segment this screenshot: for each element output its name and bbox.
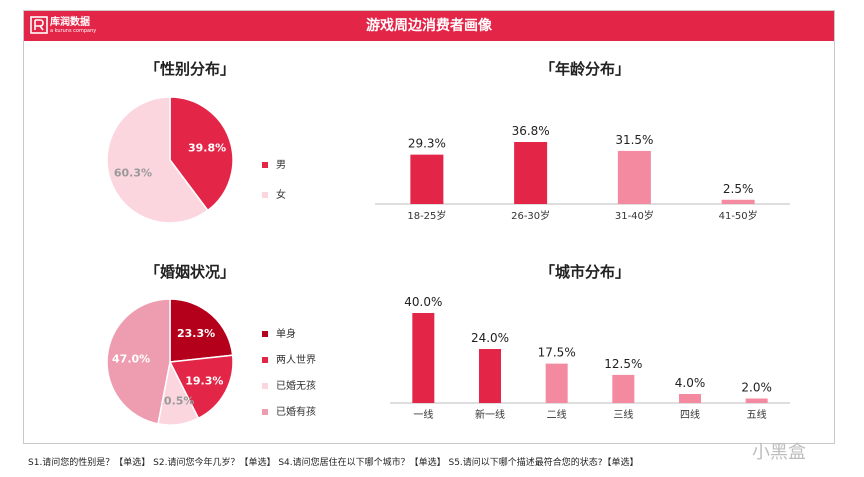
age-value-label-3: 2.5%: [723, 182, 754, 196]
gender-pie-chart: 39.8% 60.3%: [106, 96, 234, 224]
city-bar-2: [545, 363, 568, 403]
age-bar-0: [410, 154, 444, 204]
logo-name: 库润数据: [50, 17, 90, 28]
marital-legend-label-3: 已婚有孩: [276, 407, 316, 418]
city-bar-0: [412, 313, 435, 403]
age-value-label-1: 36.8%: [512, 124, 550, 138]
age-chart-title: 「年龄分布」: [539, 60, 630, 78]
marital-legend-label-0: 单身: [276, 329, 296, 340]
logo-mark-icon: [30, 16, 48, 34]
age-category-label-1: 26-30岁: [511, 209, 550, 222]
city-chart-title: 「城市分布」: [539, 263, 630, 281]
marital-slice-label-0: 23.3%: [177, 327, 215, 340]
gender-legend-swatch-1: [262, 192, 268, 198]
marital-legend-item-1: 两人世界: [262, 351, 316, 366]
city-category-label-5: 五线: [747, 408, 767, 421]
city-value-label-4: 4.0%: [675, 376, 706, 390]
city-bar-3: [612, 374, 635, 403]
city-value-label-0: 40.0%: [404, 295, 442, 309]
city-category-label-2: 二线: [547, 408, 567, 421]
marital-slice-label-2: 10.5%: [156, 395, 194, 408]
marital-slice-1: [168, 354, 234, 420]
marital-pie-chart: 23.3% 19.3% 10.5% 47.0%: [106, 298, 234, 426]
marital-legend-item-2: 已婚无孩: [262, 377, 316, 392]
title-bar: 库润数据 a kuruns company 游戏周边消费者画像: [24, 11, 834, 41]
logo-subtitle: a kuruns company: [50, 28, 97, 34]
marital-legend-swatch-2: [262, 383, 268, 389]
age-category-label-2: 31-40岁: [615, 209, 654, 222]
gender-slice-0: [169, 96, 234, 212]
marital-slice-3: [106, 298, 171, 425]
city-value-label-1: 24.0%: [471, 331, 509, 345]
age-value-label-2: 31.5%: [615, 133, 653, 147]
gender-slice-label-1: 60.3%: [114, 166, 152, 179]
age-category-label-3: 41-50岁: [719, 209, 758, 222]
gender-slice-1: [106, 96, 209, 224]
gender-slice-label-0: 39.8%: [188, 142, 226, 155]
city-bar-4: [679, 394, 701, 403]
city-value-label-2: 17.5%: [538, 346, 576, 360]
marital-legend-swatch-3: [262, 409, 268, 415]
age-bar-3: [721, 199, 755, 204]
city-bar-chart: 40.0% 一线 24.0% 新一线 17.5% 二线 12.5% 三线 4.0% 四线 2.0% 五…: [390, 295, 790, 421]
city-value-label-3: 12.5%: [604, 357, 642, 371]
logo: 库润数据 a kuruns company: [30, 15, 100, 37]
marital-slice-label-1: 19.3%: [185, 375, 223, 388]
city-category-label-4: 四线: [680, 408, 700, 421]
marital-slice-0: [169, 298, 234, 363]
page-title: 游戏周边消费者画像: [366, 18, 492, 34]
age-bar-1: [514, 142, 548, 204]
city-value-label-5: 2.0%: [741, 381, 772, 395]
marital-legend-swatch-1: [262, 357, 268, 363]
age-value-label-0: 29.3%: [408, 137, 446, 151]
marital-legend-item-3: 已婚有孩: [262, 403, 316, 418]
city-bar-1: [479, 349, 501, 403]
gender-legend-swatch-0: [262, 162, 268, 168]
city-category-label-0: 一线: [413, 408, 433, 421]
city-category-label-1: 新一线: [475, 408, 505, 421]
age-bar-2: [617, 150, 651, 204]
marital-legend-label-1: 两人世界: [276, 355, 316, 366]
age-category-label-0: 18-25岁: [407, 209, 446, 222]
gender-legend-label-0: 男: [276, 160, 286, 171]
watermark: 小黑盒: [752, 442, 806, 463]
gender-chart-title: 「性别分布」: [144, 60, 235, 78]
survey-footnote: S1.请问您的性别是？【单选】 S2.请问您今年几岁？【单选】 S4.请问您居住…: [28, 458, 639, 468]
marital-legend-swatch-0: [262, 331, 268, 337]
city-bar-5: [745, 398, 768, 403]
gender-legend-item-0: 男: [262, 156, 286, 171]
age-bar-chart: 29.3% 18-25岁 36.8% 26-30岁 31.5% 31-40岁 2.5% 41-…: [375, 124, 790, 222]
gender-legend-label-1: 女: [276, 190, 286, 201]
marital-legend-item-0: 单身: [262, 325, 296, 340]
marital-chart-title: 「婚姻状况」: [144, 263, 235, 281]
marital-legend-label-2: 已婚无孩: [276, 381, 316, 392]
gender-legend-item-1: 女: [262, 186, 286, 201]
city-category-label-3: 三线: [613, 408, 633, 421]
marital-slice-label-3: 47.0%: [112, 352, 150, 365]
